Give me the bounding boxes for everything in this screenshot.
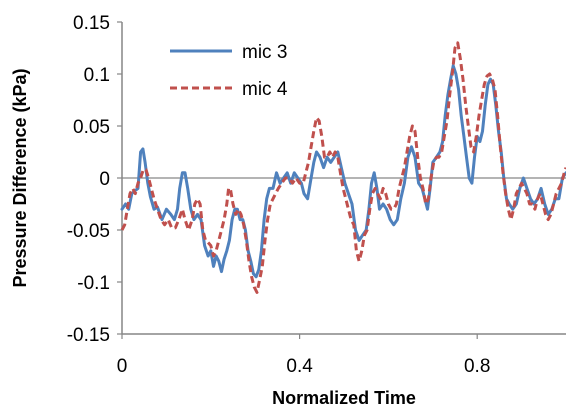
legend-label-mic-3: mic 3 [242,42,287,63]
legend-label-mic-4: mic 4 [242,79,288,100]
legend: mic 3 mic 4 [170,42,288,100]
x-tick-label: 0.4 [286,356,313,377]
x-tick-label: 0.8 [464,356,490,377]
x-tick-label: 0 [117,356,128,377]
y-tick-label: 0.15 [73,13,110,34]
series-line-mic-4 [120,41,566,294]
y-axis-ticks: -0.15 -0.1 -0.05 0 0.05 0.1 0.15 [67,13,122,346]
y-tick-label: 0.1 [84,65,110,86]
x-axis-ticks: 0 0.4 0.8 [117,334,490,377]
y-tick-label: -0.15 [67,325,110,346]
series-layer [120,41,566,294]
x-axis-title: Normalized Time [272,388,416,408]
y-tick-label: 0.05 [73,117,110,138]
y-axis-title: Pressure Difference (kPa) [10,68,30,287]
y-tick-label: -0.05 [67,221,110,242]
y-tick-label: -0.1 [77,273,110,294]
y-tick-label: 0 [99,169,110,190]
series-line-mic-3 [120,64,566,279]
